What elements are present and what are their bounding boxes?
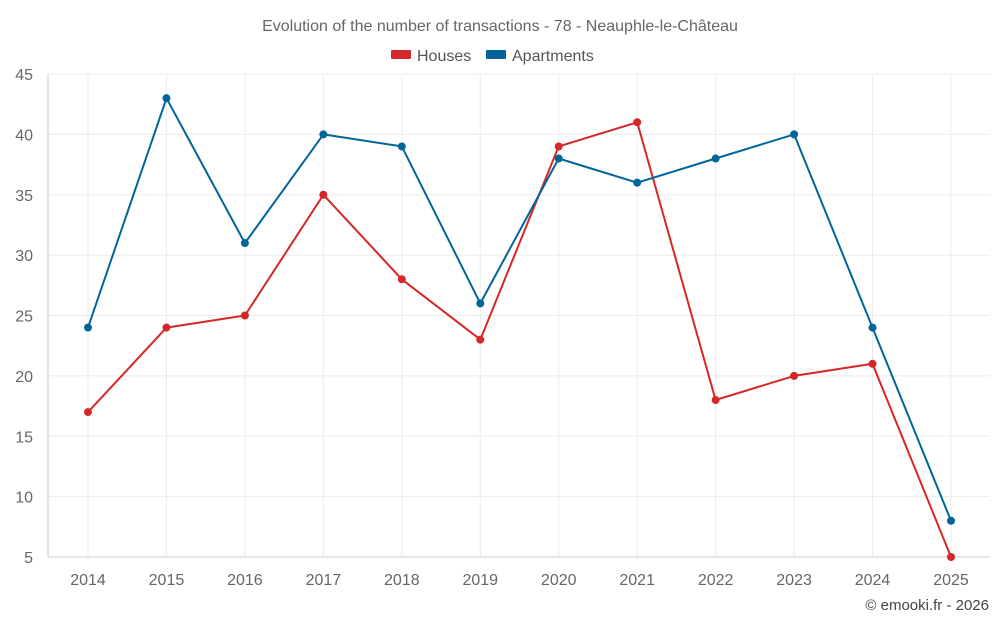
y-tick-label-5: 5 bbox=[24, 550, 33, 567]
legend-item-houses[interactable]: Houses bbox=[391, 48, 471, 65]
data-point-houses-2024[interactable] bbox=[868, 359, 877, 368]
x-tick-label-2017: 2017 bbox=[306, 572, 342, 589]
x-tick-label-2025: 2025 bbox=[933, 572, 969, 589]
x-tick-label-2020: 2020 bbox=[541, 572, 577, 589]
data-point-apartments-2016[interactable] bbox=[240, 239, 249, 248]
data-point-apartments-2023[interactable] bbox=[790, 130, 799, 139]
x-tick-label-2014: 2014 bbox=[70, 572, 106, 589]
y-tick-label-25: 25 bbox=[15, 309, 33, 326]
data-point-houses-2015[interactable] bbox=[162, 323, 171, 332]
grid bbox=[48, 73, 990, 557]
x-tick-label-2023: 2023 bbox=[776, 572, 812, 589]
data-point-houses-2022[interactable] bbox=[711, 396, 720, 405]
data-point-apartments-2022[interactable] bbox=[711, 154, 720, 163]
x-axis-ticks: 2014 2015 2016 2017 2018 2019 2020 2021 2022 2023… bbox=[70, 572, 969, 589]
data-point-apartments-2017[interactable] bbox=[319, 130, 328, 139]
y-tick-label-10: 10 bbox=[15, 490, 33, 507]
legend-label-apartments: Apartments bbox=[512, 48, 594, 65]
credit-text: © emooki.fr - 2026 bbox=[865, 597, 989, 614]
data-point-houses-2025[interactable] bbox=[947, 553, 955, 561]
legend-label-houses: Houses bbox=[417, 48, 471, 65]
data-point-houses-2019[interactable] bbox=[476, 335, 485, 344]
data-point-houses-2016[interactable] bbox=[240, 311, 249, 320]
y-axis-ticks: 5 10 15 20 25 30 35 40 45 bbox=[15, 67, 33, 567]
data-point-houses-2018[interactable] bbox=[397, 275, 406, 284]
data-point-houses-2014[interactable] bbox=[84, 408, 92, 417]
x-tick-label-2022: 2022 bbox=[698, 572, 734, 589]
data-point-houses-2023[interactable] bbox=[790, 371, 799, 380]
y-tick-label-30: 30 bbox=[15, 248, 33, 265]
series-line-houses bbox=[87, 121, 952, 558]
data-point-apartments-2014[interactable] bbox=[84, 323, 92, 332]
y-tick-label-45: 45 bbox=[15, 67, 33, 84]
axes bbox=[47, 74, 990, 558]
x-tick-label-2015: 2015 bbox=[149, 572, 185, 589]
data-point-houses-2020[interactable] bbox=[554, 142, 563, 151]
data-point-apartments-2021[interactable] bbox=[633, 178, 642, 187]
x-tick-label-2016: 2016 bbox=[227, 572, 263, 589]
x-tick-label-2024: 2024 bbox=[855, 572, 891, 589]
x-tick-label-2018: 2018 bbox=[384, 572, 420, 589]
data-point-houses-2021[interactable] bbox=[633, 118, 642, 127]
data-point-apartments-2018[interactable] bbox=[397, 142, 406, 151]
data-point-apartments-2019[interactable] bbox=[476, 299, 485, 308]
x-tick-label-2019: 2019 bbox=[462, 572, 498, 589]
data-point-apartments-2015[interactable] bbox=[162, 94, 171, 103]
y-tick-label-40: 40 bbox=[15, 127, 33, 144]
y-tick-label-20: 20 bbox=[15, 369, 33, 386]
y-tick-label-35: 35 bbox=[15, 188, 33, 205]
x-tick-label-2021: 2021 bbox=[619, 572, 655, 589]
legend: Houses Apartments bbox=[391, 48, 594, 65]
legend-item-apartments[interactable]: Apartments bbox=[486, 48, 594, 65]
legend-swatch-apartments bbox=[486, 50, 506, 59]
series-line-apartments bbox=[87, 97, 952, 522]
data-point-houses-2017[interactable] bbox=[319, 190, 328, 199]
series bbox=[84, 94, 955, 561]
chart-title: Evolution of the number of transactions … bbox=[262, 18, 738, 35]
data-point-apartments-2020[interactable] bbox=[554, 154, 563, 163]
y-tick-label-15: 15 bbox=[15, 429, 33, 446]
data-point-apartments-2025[interactable] bbox=[947, 516, 955, 525]
legend-swatch-houses bbox=[391, 50, 411, 59]
data-point-apartments-2024[interactable] bbox=[868, 323, 877, 332]
